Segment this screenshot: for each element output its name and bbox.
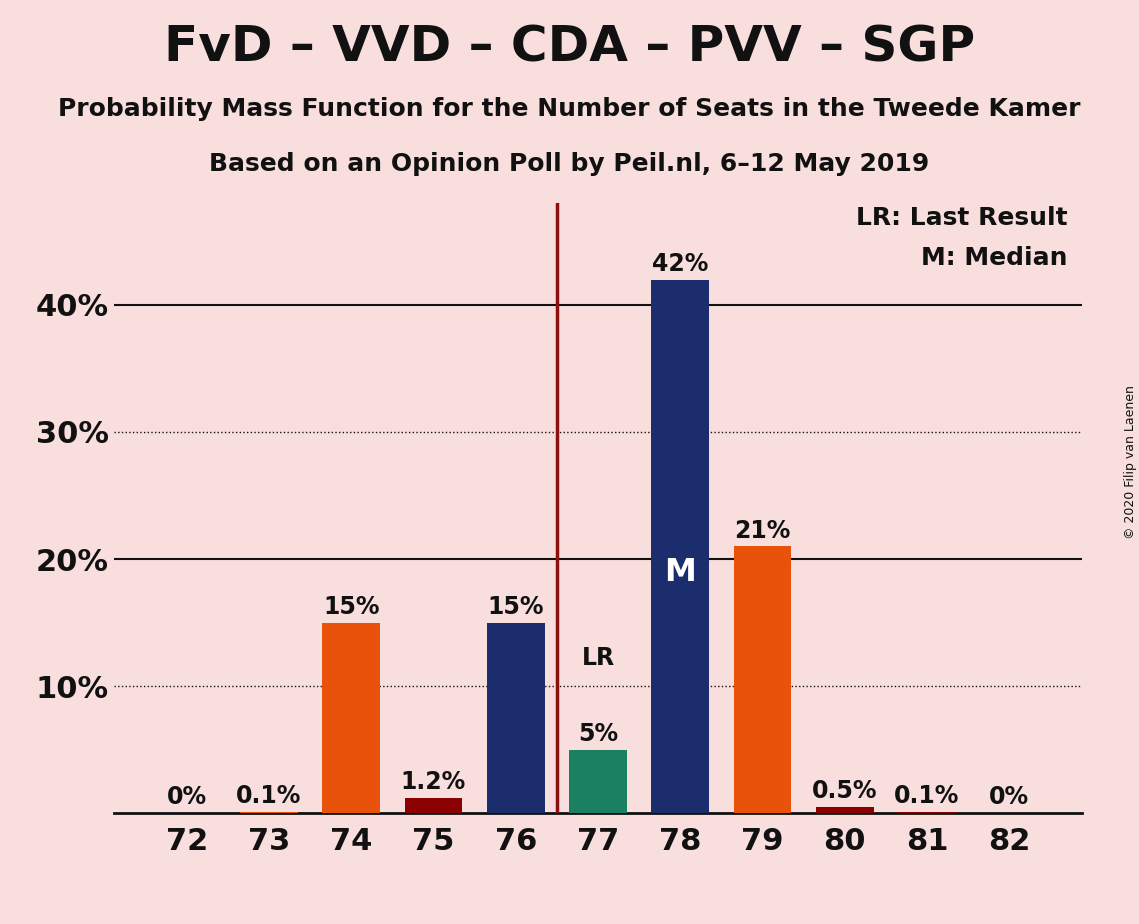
Text: 15%: 15% [323,595,379,619]
Text: 0%: 0% [166,785,207,809]
Text: 0.1%: 0.1% [894,784,960,808]
Bar [570,749,626,813]
Text: Based on an Opinion Poll by Peil.nl, 6–12 May 2019: Based on an Opinion Poll by Peil.nl, 6–1… [210,152,929,176]
Text: M: Median: M: Median [921,246,1067,270]
Bar [816,807,874,813]
Text: 15%: 15% [487,595,544,619]
Bar [487,623,544,813]
Bar [240,812,297,813]
Text: M: M [664,557,696,589]
Text: © 2020 Filip van Laenen: © 2020 Filip van Laenen [1124,385,1137,539]
Text: 0%: 0% [989,785,1030,809]
Text: 0.1%: 0.1% [236,784,302,808]
Text: 21%: 21% [735,518,790,542]
Bar [322,623,380,813]
Text: 1.2%: 1.2% [401,770,466,794]
Text: LR: Last Result: LR: Last Result [855,206,1067,230]
Text: LR: LR [581,646,615,670]
Text: Probability Mass Function for the Number of Seats in the Tweede Kamer: Probability Mass Function for the Number… [58,97,1081,121]
Text: 0.5%: 0.5% [812,779,877,803]
Text: FvD – VVD – CDA – PVV – SGP: FvD – VVD – CDA – PVV – SGP [164,23,975,71]
Bar [899,812,956,813]
Bar [652,279,708,813]
Bar [404,798,462,813]
Text: 5%: 5% [577,722,618,746]
Text: 42%: 42% [652,251,708,275]
Bar [734,546,792,813]
